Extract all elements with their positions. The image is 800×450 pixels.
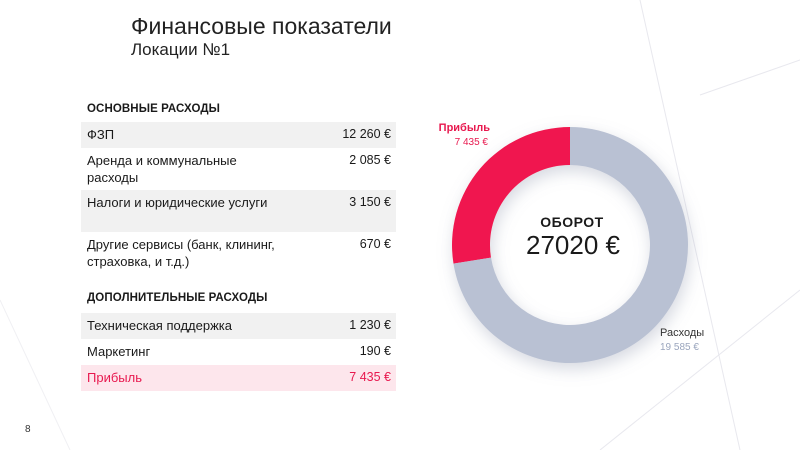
row-value: 670 € bbox=[359, 237, 391, 251]
row-value: 190 € bbox=[359, 344, 391, 358]
table-row: Техническая поддержка 1 230 € bbox=[81, 313, 396, 339]
row-label: Аренда и коммунальные расходы bbox=[87, 153, 237, 185]
profit-slice-value: 7 435 € bbox=[454, 137, 488, 148]
row-label: Техническая поддержка bbox=[87, 318, 232, 333]
row-value: 1 230 € bbox=[349, 318, 391, 332]
table-row: Другие сервисы (банк, клининг, страховка… bbox=[81, 232, 396, 274]
row-value: 12 260 € bbox=[342, 127, 391, 141]
expenses-slice-label: Расходы bbox=[660, 327, 705, 339]
row-label: Другие сервисы (банк, клининг, страховка… bbox=[87, 237, 275, 269]
table-row: Налоги и юридические услуги 3 150 € bbox=[81, 190, 396, 232]
expenses-slice-value: 19 585 € bbox=[660, 342, 699, 353]
profit-value: 7 435 € bbox=[349, 370, 391, 384]
page-title: Финансовые показатели bbox=[131, 13, 392, 39]
row-label: Маркетинг bbox=[87, 344, 151, 359]
table-row: Маркетинг 190 € bbox=[81, 339, 396, 365]
row-label: ФЗП bbox=[87, 127, 115, 142]
main-expenses-heading: ОСНОВНЫЕ РАСХОДЫ bbox=[87, 103, 220, 115]
row-value: 3 150 € bbox=[349, 195, 391, 209]
profit-slice-label: Прибыль bbox=[438, 122, 490, 134]
turnover-title: ОБОРОТ bbox=[540, 214, 604, 230]
table-row: Аренда и коммунальные расходы 2 085 € bbox=[81, 148, 396, 190]
page-subtitle: Локации №1 bbox=[131, 40, 231, 59]
donut-slice-expenses bbox=[453, 127, 688, 363]
turnover-donut-chart bbox=[452, 127, 688, 363]
row-value: 2 085 € bbox=[349, 153, 391, 167]
turnover-value: 27020 € bbox=[526, 230, 620, 260]
table-row: ФЗП 12 260 € bbox=[81, 122, 396, 148]
page-number: 8 bbox=[25, 424, 31, 435]
donut-slice-profit bbox=[452, 127, 570, 264]
profit-label: Прибыль bbox=[87, 370, 142, 385]
row-label: Налоги и юридические услуги bbox=[87, 195, 268, 210]
additional-expenses-heading: ДОПОЛНИТЕЛЬНЫЕ РАСХОДЫ bbox=[87, 292, 268, 304]
profit-row: Прибыль 7 435 € bbox=[81, 365, 396, 391]
